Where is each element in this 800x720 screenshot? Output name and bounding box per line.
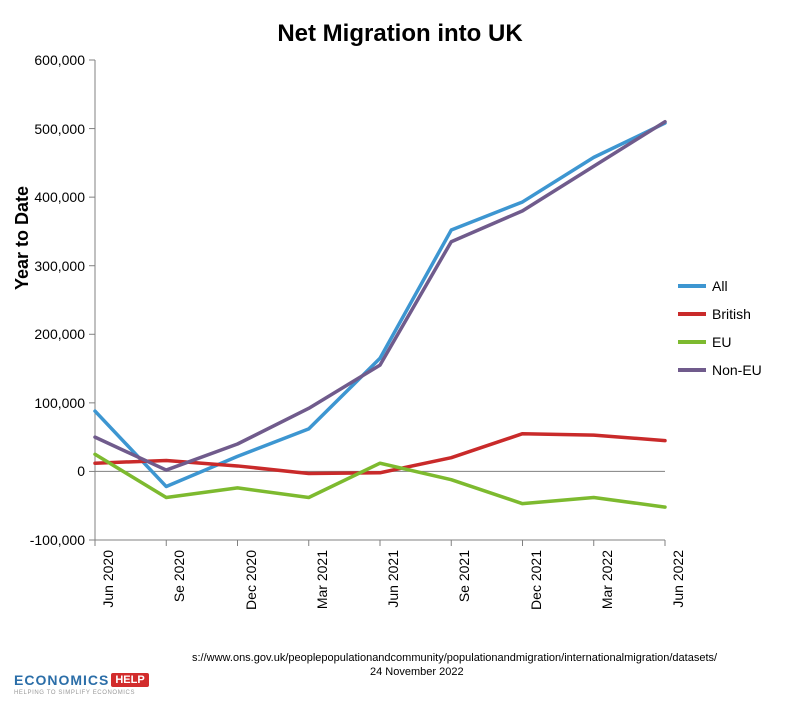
xtick-label: Se 2021 bbox=[456, 550, 472, 602]
logo-text: ECONOMICS bbox=[14, 672, 109, 688]
legend-item: All bbox=[678, 278, 762, 294]
source-text: s://www.ons.gov.uk/peoplepopulationandco… bbox=[192, 652, 717, 664]
logo-badge: HELP bbox=[111, 673, 148, 687]
ytick-label: 0 bbox=[5, 463, 85, 479]
legend-swatch bbox=[678, 312, 706, 316]
series-british bbox=[95, 434, 665, 474]
ytick-label: -100,000 bbox=[5, 532, 85, 548]
logo-subtitle: HELPING TO SIMPLIFY ECONOMICS bbox=[14, 690, 135, 696]
ytick-label: 100,000 bbox=[5, 395, 85, 411]
xtick-label: Jun 2021 bbox=[385, 550, 401, 608]
source-date: 24 November 2022 bbox=[370, 666, 464, 678]
legend: All British EU Non-EU bbox=[678, 278, 762, 390]
legend-label: British bbox=[712, 306, 751, 322]
logo: ECONOMICS HELP bbox=[14, 672, 149, 688]
legend-swatch bbox=[678, 284, 706, 288]
ytick-label: 600,000 bbox=[5, 52, 85, 68]
xtick-label: Jun 2020 bbox=[100, 550, 116, 608]
legend-label: All bbox=[712, 278, 728, 294]
chart-container: Net Migration into UK Year to Date -100,… bbox=[0, 0, 800, 720]
legend-item: British bbox=[678, 306, 762, 322]
chart-title: Net Migration into UK bbox=[277, 20, 522, 48]
xtick-label: Se 2020 bbox=[171, 550, 187, 602]
legend-label: Non-EU bbox=[712, 362, 762, 378]
plot-area: -100,0000100,000200,000300,000400,000500… bbox=[95, 60, 665, 540]
xtick-label: Dec 2020 bbox=[243, 550, 259, 610]
series-all bbox=[95, 123, 665, 486]
ytick-label: 200,000 bbox=[5, 326, 85, 342]
xtick-label: Dec 2021 bbox=[528, 550, 544, 610]
xtick-label: Mar 2022 bbox=[599, 550, 615, 609]
series-non-eu bbox=[95, 122, 665, 470]
legend-swatch bbox=[678, 368, 706, 372]
legend-swatch bbox=[678, 340, 706, 344]
ytick-label: 400,000 bbox=[5, 189, 85, 205]
legend-item: EU bbox=[678, 334, 762, 350]
ytick-label: 300,000 bbox=[5, 258, 85, 274]
ytick-label: 500,000 bbox=[5, 121, 85, 137]
xtick-label: Mar 2021 bbox=[314, 550, 330, 609]
legend-item: Non-EU bbox=[678, 362, 762, 378]
legend-label: EU bbox=[712, 334, 731, 350]
xtick-label: Jun 2022 bbox=[670, 550, 686, 608]
